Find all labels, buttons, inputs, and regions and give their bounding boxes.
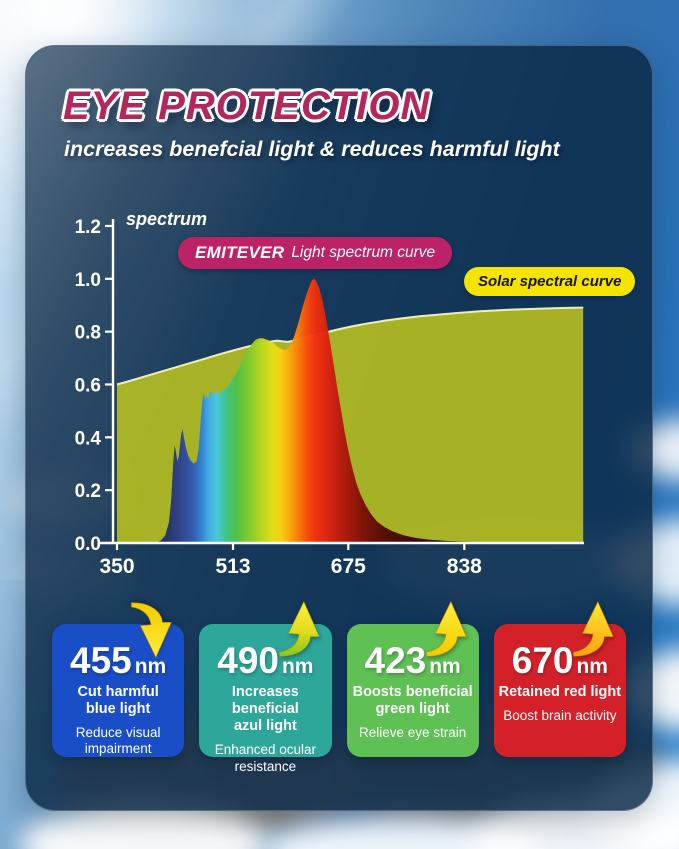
x-axis-tick-labels: 350 513 675 838 [99, 555, 482, 578]
arrow-up-icon [573, 600, 614, 657]
svg-text:0.6: 0.6 [75, 375, 101, 396]
card-423nm: 423 nm Boosts beneficial green light Reli… [346, 600, 479, 757]
svg-text:675: 675 [331, 555, 366, 578]
svg-text:1.0: 1.0 [75, 270, 101, 291]
svg-text:350: 350 [99, 555, 134, 578]
solar-legend-badge: Solar spectral curve [464, 267, 636, 296]
wavelength-value: 455 nm [70, 640, 167, 681]
svg-text:513: 513 [215, 555, 250, 578]
card-heading: Retained red light [498, 684, 622, 700]
svg-text:0.4: 0.4 [75, 428, 102, 449]
wavelength-cards: 455 nm Cut harmful blue light Reduce visu… [52, 600, 626, 774]
arrow-up-icon [278, 600, 320, 657]
wavelength-value: 670 nm [511, 640, 608, 681]
page-subtitle: increases benefcial light & reduces harm… [64, 137, 560, 161]
card-body: Enhanced ocular resistance [214, 742, 317, 774]
card-body: Boost brain activity [503, 708, 617, 724]
y-axis-title: spectrum [126, 209, 208, 229]
led-spectrum-legend-badge: EMITEVER Light spectrum curve [178, 237, 453, 269]
y-axis-tick-labels: 0.0 0.2 0.4 0.6 0.8 1.0 1.2 [75, 217, 102, 555]
svg-text:0.2: 0.2 [75, 481, 101, 502]
card-455nm: 455 nm Cut harmful blue light Reduce visu… [52, 602, 185, 757]
chart-axes [99, 219, 584, 550]
card-body: Relieve eye strain [358, 725, 467, 741]
card-body: Reduce visual impairment [75, 725, 161, 757]
svg-text:0.8: 0.8 [75, 323, 101, 344]
page-title: EYE PROTECTION [63, 84, 431, 128]
card-490nm: 490 nm Increases beneficial azul light En… [199, 600, 332, 774]
brand-name: EMITEVER [195, 243, 285, 262]
svg-text:1.2: 1.2 [75, 217, 101, 238]
card-670nm: 670 nm Retained red light Boost brain act… [493, 600, 626, 757]
svg-text:838: 838 [447, 555, 482, 578]
svg-text:0.0: 0.0 [75, 534, 101, 555]
card-heading: Cut harmful blue light [77, 684, 159, 718]
arrow-up-icon [425, 600, 467, 657]
led-legend-label: Light spectrum curve [291, 244, 436, 261]
wavelength-value: 423 nm [364, 640, 461, 681]
arrow-down-icon [131, 602, 173, 659]
spectrum-chart: 350 513 675 838 0.0 0.2 0.4 0.6 0.8 1.0 1.2 [75, 217, 584, 578]
led-spectrum-area [117, 278, 584, 543]
card-heading: Boosts beneficial green light [352, 684, 473, 718]
wavelength-value: 490 nm [217, 640, 314, 681]
card-heading: Increases beneficial azul light [231, 684, 299, 735]
